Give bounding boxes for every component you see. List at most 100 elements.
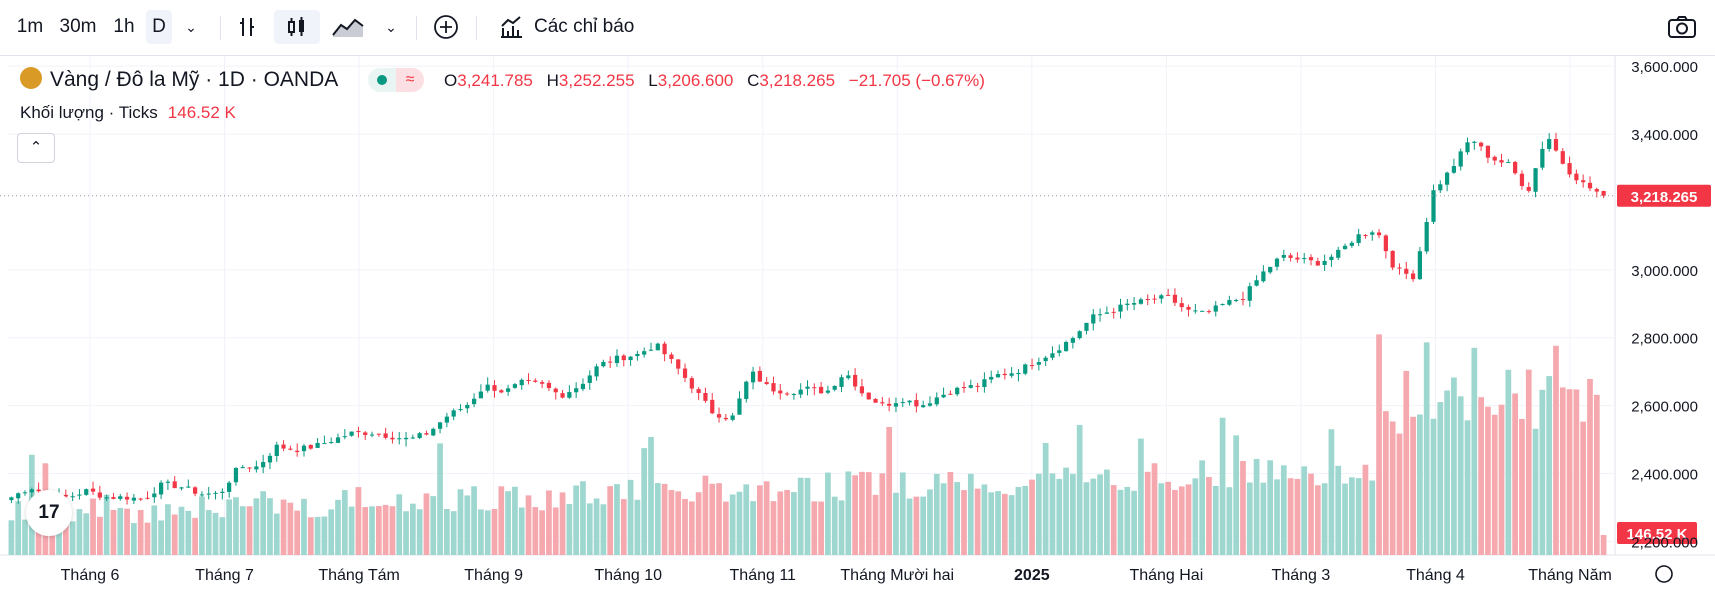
candle-body xyxy=(608,361,613,363)
axis-settings-icon[interactable] xyxy=(1655,565,1673,583)
indicators-button[interactable]: Các chỉ báo xyxy=(534,16,635,37)
volume-bar xyxy=(423,493,430,555)
candle-body xyxy=(914,400,919,407)
volume-bar xyxy=(1519,418,1525,555)
candle-body xyxy=(791,394,797,396)
candle-body xyxy=(812,387,817,389)
y-tick-label: 3,600.000 xyxy=(1631,59,1698,76)
interval-1h[interactable]: 1h xyxy=(113,16,135,37)
candle-body xyxy=(887,403,892,406)
volume-bar xyxy=(185,510,192,555)
candle-body xyxy=(369,434,375,436)
candle-body xyxy=(1444,172,1450,185)
volume-bar xyxy=(899,472,906,555)
collapse-legend-button[interactable]: ⌃ xyxy=(17,133,55,163)
candle-body xyxy=(1560,151,1565,164)
candle-body xyxy=(267,455,273,463)
candle-body xyxy=(233,467,239,483)
volume-bar xyxy=(811,501,818,555)
candle-body xyxy=(1009,373,1014,376)
candle-body xyxy=(1376,232,1382,236)
candle-body xyxy=(1383,235,1388,252)
candle-body xyxy=(1186,306,1191,310)
last-volume-label: 146.52 K xyxy=(1627,526,1688,543)
y-axis: 3,600.000 3,400.000 3,000.000 2,800.000 2,60… xyxy=(1631,59,1698,551)
candle-body xyxy=(676,359,681,369)
volume-bar xyxy=(1117,489,1124,555)
candle-body xyxy=(301,445,307,452)
candle-body xyxy=(1077,331,1082,339)
volume-bar xyxy=(1369,480,1376,555)
candle-body xyxy=(1234,299,1239,301)
gold-symbol-icon xyxy=(20,67,42,89)
market-status-pill[interactable]: ≈ xyxy=(368,68,424,92)
volume-legend[interactable]: Khối lượng · Ticks 146.52 K xyxy=(20,103,236,123)
candle-body xyxy=(1063,342,1069,352)
volume-bar xyxy=(614,484,620,555)
volume-bar xyxy=(253,498,260,555)
volume-bar xyxy=(886,426,893,555)
volume-bar xyxy=(199,496,205,555)
volume-bar xyxy=(641,448,648,555)
volume-bar xyxy=(69,521,76,555)
bar-chart-type-icon[interactable] xyxy=(230,10,264,44)
candle-body xyxy=(288,448,293,450)
candle-body xyxy=(1526,186,1531,191)
volume-bar xyxy=(1076,424,1083,555)
volume-bar xyxy=(22,519,28,555)
candle-body xyxy=(90,488,96,492)
volume-bar xyxy=(1178,486,1185,555)
candle-body xyxy=(710,399,715,414)
candle-body xyxy=(138,498,143,500)
snapshot-camera-icon[interactable] xyxy=(1662,10,1702,44)
candle-body xyxy=(553,388,558,393)
volume-bar xyxy=(110,509,117,555)
candle-body xyxy=(1472,141,1477,143)
candle-body xyxy=(961,387,967,389)
volume-bar xyxy=(825,472,831,555)
interval-d[interactable]: D xyxy=(146,10,172,44)
candle-body xyxy=(1138,299,1144,304)
symbol-legend[interactable]: Vàng / Đô la Mỹ · 1D · OANDA xyxy=(20,67,338,93)
candle-body xyxy=(390,437,395,440)
candle-body xyxy=(29,489,34,493)
candle-body xyxy=(329,442,334,444)
interval-30m[interactable]: 30m xyxy=(59,16,97,37)
tradingview-logo-icon[interactable]: 17 xyxy=(26,490,72,536)
candle-body xyxy=(580,383,586,390)
volume-bar xyxy=(396,494,403,555)
volume-bar xyxy=(872,494,879,555)
volume-bar xyxy=(1226,487,1233,555)
candle-body xyxy=(927,403,933,406)
volume-bar xyxy=(1308,473,1314,555)
volume-bar xyxy=(484,510,491,555)
volume-bar xyxy=(525,495,532,555)
volume-bar xyxy=(1430,418,1437,555)
volume-bar xyxy=(505,491,511,555)
volume-bar xyxy=(1512,393,1519,555)
volume-bar xyxy=(1185,484,1192,555)
chart-type-chevron-icon[interactable]: ⌄ xyxy=(385,19,397,35)
volume-bar xyxy=(1600,535,1607,555)
interval-dropdown-chevron-icon[interactable]: ⌄ xyxy=(185,19,197,35)
x-tick-label: 2025 xyxy=(1014,567,1050,584)
volume-bar xyxy=(62,507,69,555)
candle-body xyxy=(628,356,633,361)
candle-body xyxy=(1363,234,1368,236)
volume-bar xyxy=(1260,482,1267,555)
indicators-icon[interactable] xyxy=(496,10,526,44)
volume-bar xyxy=(1553,345,1559,555)
volume-bar xyxy=(471,486,477,555)
candle-body xyxy=(118,496,123,499)
candle-body xyxy=(893,403,899,407)
candle-body xyxy=(199,494,205,496)
volume-bar xyxy=(233,497,239,555)
candle-body xyxy=(839,377,844,387)
volume-bar xyxy=(1199,460,1206,555)
candle-body xyxy=(1274,258,1280,267)
area-chart-type-icon[interactable] xyxy=(328,10,368,44)
interval-1m[interactable]: 1m xyxy=(16,16,44,37)
candle-body xyxy=(254,466,259,470)
compare-add-icon[interactable] xyxy=(428,10,464,44)
candlestick-chart-type-icon[interactable] xyxy=(274,10,320,44)
